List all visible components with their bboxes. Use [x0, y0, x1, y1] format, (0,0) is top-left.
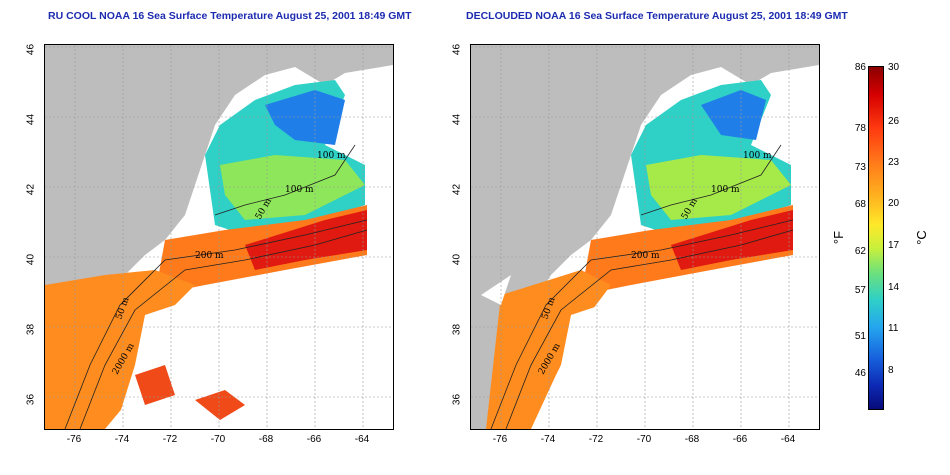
colorbar-fahrenheit-tick: 73: [854, 162, 866, 173]
x-tick-left: -74: [114, 434, 130, 445]
y-tick-right: 44: [451, 113, 463, 126]
colorbar-fahrenheit-tick: 78: [854, 123, 866, 134]
colorbar-fahrenheit-unit: °F: [831, 230, 847, 245]
land-mass: [45, 45, 393, 429]
x-tick-right: -74: [540, 434, 556, 445]
declouded-sst-map: 100 m 100 m 50 m 200 m 50 m 2000 m: [470, 44, 820, 430]
colorbar-celsius-tick: 30: [888, 62, 900, 73]
raw-sst-map: 100 m 100 m 50 m 200 m 50 m 2000 m: [44, 44, 394, 430]
cloud-area: [481, 260, 819, 429]
right-panel-title: DECLOUDED NOAA 16 Sea Surface Temperatur…: [466, 10, 848, 22]
contour-label: 200 m: [195, 251, 224, 261]
sst-gulf-maine: [701, 90, 766, 140]
x-tick-right: -70: [636, 434, 652, 445]
sst-gulfstream: [671, 210, 793, 270]
colorbar-celsius-tick: 14: [888, 282, 900, 293]
sst-south: [486, 270, 611, 429]
declouded-sst-map-graphic: 100 m 100 m 50 m 200 m 50 m 2000 m: [471, 45, 819, 429]
colorbar-fahrenheit-tick: 86: [854, 62, 866, 73]
x-tick-left: -66: [306, 434, 322, 445]
x-tick-left: -68: [258, 434, 274, 445]
contour-label: 100 m: [285, 185, 314, 195]
x-tick-left: -72: [162, 434, 178, 445]
y-tick-right: 36: [451, 393, 463, 406]
colorbar-celsius-tick: 23: [888, 157, 900, 168]
contour-label: 100 m: [711, 185, 740, 195]
colorbar-celsius-tick: 11: [888, 323, 899, 334]
contour-label: 100 m: [743, 151, 772, 161]
y-tick-right: 40: [451, 253, 463, 266]
y-tick-left: 38: [25, 323, 37, 336]
raw-sst-map-graphic: 100 m 100 m 50 m 200 m 50 m 2000 m: [45, 45, 393, 429]
x-tick-right: -72: [588, 434, 604, 445]
sst-gulfstream: [245, 210, 367, 270]
bathymetry-contours: [490, 144, 794, 429]
colorbar-celsius-unit: °C: [913, 230, 929, 245]
graticule: [45, 45, 393, 429]
contour-label: 100 m: [317, 151, 346, 161]
land-mass: [471, 45, 819, 429]
contour-label: 200 m: [631, 251, 660, 261]
y-tick-left: 44: [25, 113, 37, 126]
left-panel-title: RU COOL NOAA 16 Sea Surface Temperature …: [48, 10, 412, 22]
sst-gulf-maine: [265, 90, 345, 145]
colorbar-fahrenheit-tick: 62: [854, 246, 866, 257]
temperature-colorbar: [868, 66, 884, 410]
colorbar-fahrenheit-tick: 51: [854, 331, 866, 342]
cloud-area: [115, 260, 393, 429]
graticule: [471, 45, 819, 429]
sst-georges: [646, 155, 791, 220]
y-tick-left: 46: [25, 43, 37, 56]
x-tick-right: -64: [780, 434, 796, 445]
bathymetry-contours: [64, 144, 368, 429]
colorbar-celsius-tick: 8: [888, 365, 894, 376]
y-tick-left: 42: [25, 183, 37, 196]
colorbar-celsius-tick: 26: [888, 116, 900, 127]
x-tick-left: -70: [210, 434, 226, 445]
colorbar-fahrenheit-tick: 46: [854, 368, 866, 379]
x-tick-right: -76: [492, 434, 508, 445]
x-tick-right: -68: [684, 434, 700, 445]
sst-south: [45, 270, 195, 429]
colorbar-fahrenheit-tick: 57: [854, 285, 866, 296]
y-tick-right: 46: [451, 43, 463, 56]
sst-georges: [220, 155, 365, 220]
colorbar-fahrenheit-tick: 68: [854, 199, 866, 210]
y-tick-right: 42: [451, 183, 463, 196]
y-tick-right: 38: [451, 323, 463, 336]
y-tick-left: 40: [25, 253, 37, 266]
y-tick-left: 36: [25, 393, 37, 406]
x-tick-left: -76: [66, 434, 82, 445]
x-tick-right: -66: [732, 434, 748, 445]
sst-offshore-patches: [135, 365, 245, 420]
colorbar-celsius-tick: 17: [888, 240, 900, 251]
colorbar-celsius-tick: 20: [888, 198, 900, 209]
x-tick-left: -64: [354, 434, 370, 445]
